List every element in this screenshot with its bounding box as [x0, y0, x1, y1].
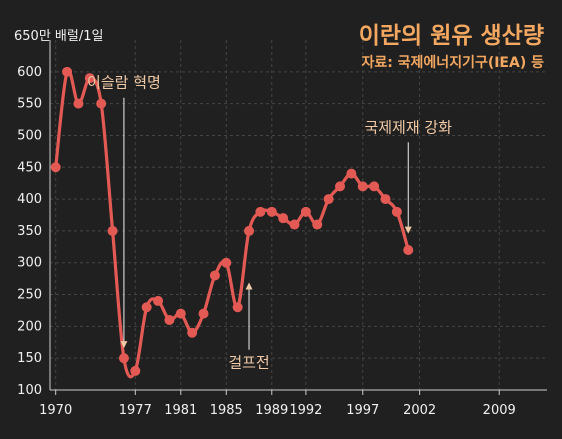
x-tick-label: 1981	[164, 403, 197, 418]
y-tick-label: 600	[17, 65, 42, 80]
data-point	[255, 206, 266, 217]
data-point	[232, 302, 243, 313]
data-point	[153, 295, 164, 306]
data-point	[221, 257, 232, 268]
y-tick-label: 300	[17, 256, 42, 271]
annotation-label: 국제제재 강화	[364, 118, 452, 136]
data-point	[312, 219, 323, 230]
x-tick-label: 1985	[210, 403, 243, 418]
x-tick-label: 1989	[255, 403, 288, 418]
annotation-label: 걸프전	[228, 354, 269, 372]
annotation-arrow-head	[120, 341, 128, 349]
data-point	[130, 365, 141, 376]
y-tick-label: 250	[17, 288, 42, 303]
y-tick-label: 200	[17, 319, 42, 334]
x-tick-label: 2002	[403, 403, 436, 418]
data-point	[96, 98, 107, 109]
y-tick-label: 100	[17, 383, 42, 398]
x-tick-label: 1977	[119, 403, 152, 418]
data-point	[209, 270, 220, 281]
data-point	[278, 213, 289, 224]
annotation-arrow-head	[404, 226, 412, 234]
annotation-arrow-head	[245, 282, 253, 290]
data-point	[289, 219, 300, 230]
data-points	[50, 66, 414, 376]
grid-lines	[50, 40, 547, 391]
y-tick-label: 550	[17, 97, 42, 112]
data-point	[198, 308, 209, 319]
data-point	[323, 194, 334, 205]
y-axis-label: 650만 배럴/1일	[14, 29, 103, 44]
y-tick-label: 450	[17, 160, 42, 175]
data-point	[164, 315, 175, 325]
data-point	[346, 168, 357, 179]
data-point	[391, 206, 402, 217]
data-point	[141, 302, 152, 313]
data-point	[266, 206, 277, 217]
y-tick-label: 350	[17, 224, 42, 239]
data-point	[335, 181, 346, 192]
production-line	[54, 68, 410, 379]
x-tick-label: 1992	[289, 403, 322, 418]
y-tick-label: 150	[17, 351, 42, 366]
data-point	[175, 308, 186, 319]
data-point	[84, 73, 95, 84]
y-tick-label: 400	[17, 192, 42, 207]
x-tick-label: 2009	[483, 403, 516, 418]
data-point	[244, 225, 255, 236]
data-point	[357, 181, 368, 192]
series-line	[54, 68, 410, 379]
data-point	[369, 181, 380, 192]
data-point	[73, 98, 84, 109]
chart-subtitle: 자료: 국제에너지기구(IEA) 등	[361, 55, 544, 71]
chart-title: 이란의 원유 생산량	[359, 23, 544, 49]
data-point	[50, 162, 61, 173]
data-point	[380, 194, 391, 205]
data-point	[300, 206, 311, 217]
x-tick-label: 1970	[39, 403, 72, 418]
y-tick-label: 500	[17, 128, 42, 143]
x-tick-label: 1997	[346, 403, 379, 418]
axes: 100 150 200 250 300 350 400 450 500 550 600 1970 197…	[17, 40, 547, 418]
data-point	[62, 66, 73, 77]
data-point	[118, 353, 129, 364]
data-point	[187, 327, 198, 338]
data-point	[403, 245, 414, 255]
annotation-label: 이슬람 혁명	[87, 74, 161, 92]
data-point	[107, 225, 118, 236]
